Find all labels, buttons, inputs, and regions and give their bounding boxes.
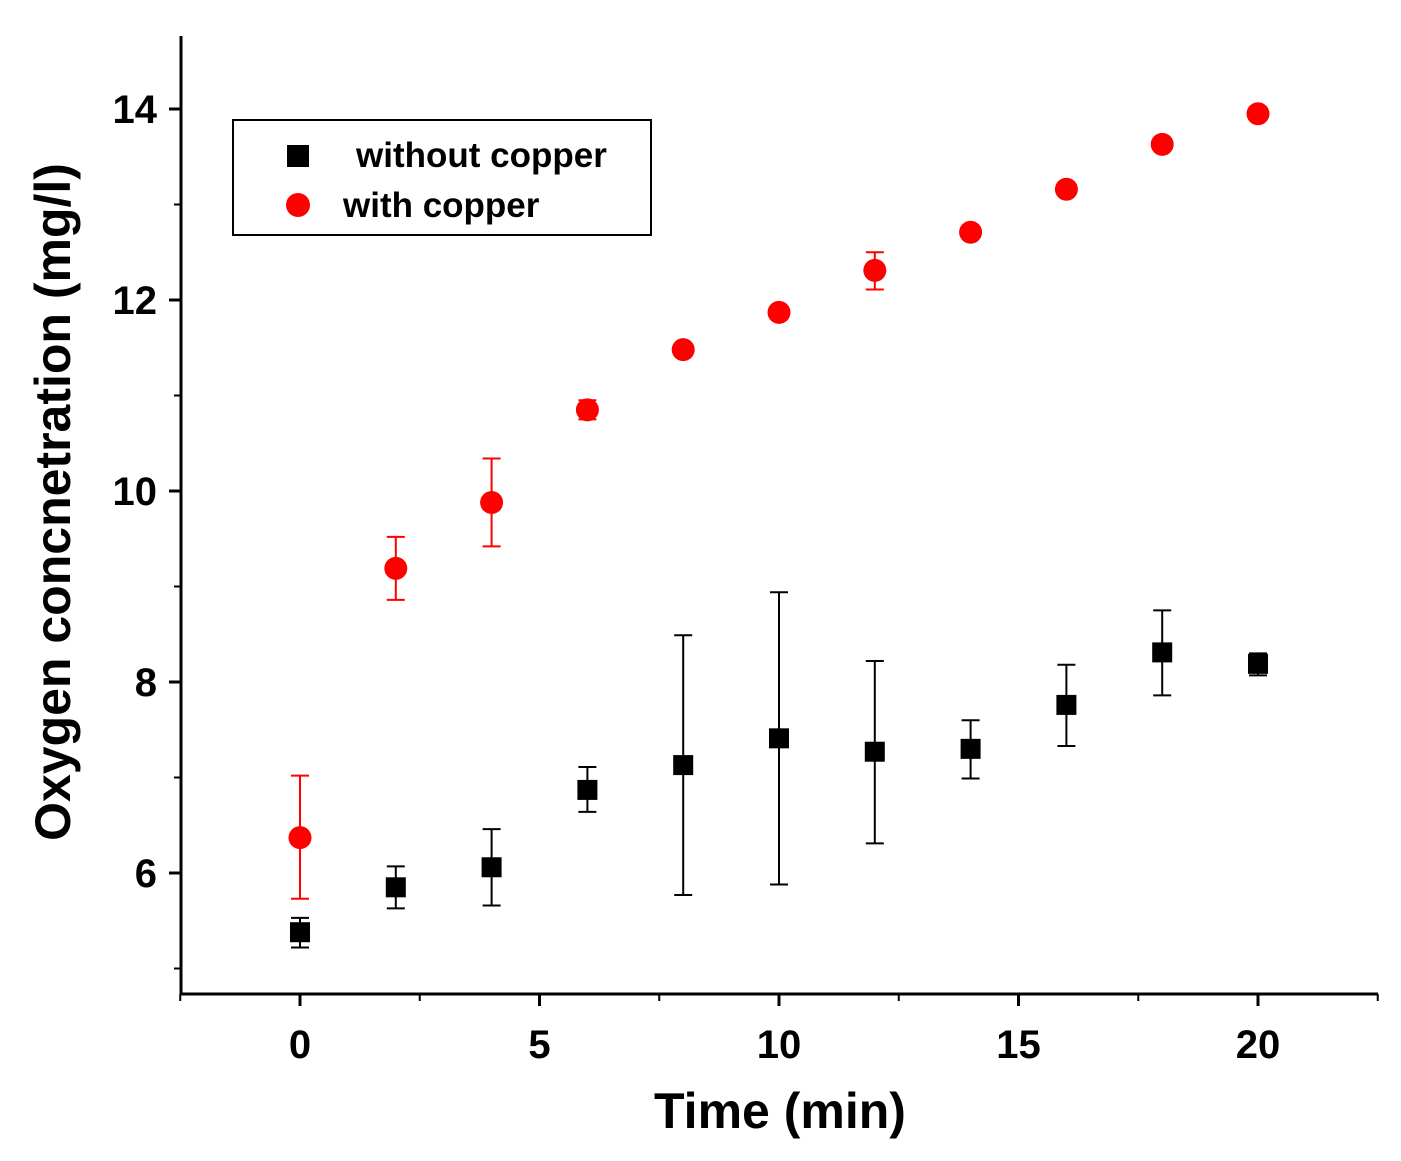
x-tick-label: 0 (289, 1023, 311, 1067)
y-tick-label: 10 (113, 470, 158, 514)
data-point-with-copper (480, 490, 504, 514)
data-point-with-copper (1246, 102, 1270, 126)
data-point-without-copper (1248, 653, 1268, 674)
x-tick-label: 15 (996, 1023, 1041, 1067)
series-with-copper (288, 102, 1270, 900)
y-tick-label: 6 (135, 852, 157, 896)
ticks-layer: 6 8 10 12 14 0 5 10 15 20 (113, 88, 1379, 1067)
data-point-without-copper (385, 877, 406, 898)
y-tick-label: 14 (113, 88, 158, 132)
data-point-with-copper (1150, 132, 1174, 156)
data-point-with-copper (575, 398, 599, 422)
data-point-without-copper (1152, 642, 1173, 663)
data-point-with-copper (671, 338, 695, 362)
data-point-without-copper (290, 922, 310, 943)
data-point-without-copper (673, 755, 694, 776)
x-tick-label: 5 (528, 1023, 550, 1067)
x-tick-label: 10 (757, 1023, 802, 1067)
legend-marker-without-copper (287, 145, 309, 167)
legend-marker-with-copper (286, 193, 310, 217)
x-tick-label: 20 (1236, 1023, 1281, 1067)
data-point-without-copper (577, 779, 598, 800)
y-tick-label: 8 (135, 661, 157, 705)
legend-label-without-copper: without copper (355, 136, 607, 175)
data-point-with-copper (1054, 177, 1078, 201)
series-without-copper (290, 591, 1268, 949)
data-point-with-copper (863, 258, 887, 282)
data-point-with-copper (959, 220, 983, 244)
data-point-without-copper (769, 728, 789, 749)
data-point-without-copper (1056, 694, 1077, 715)
data-point-without-copper (960, 738, 981, 759)
y-axis-title: Oxygen concnetration (mg/l) (25, 163, 81, 841)
data-point-with-copper (288, 826, 312, 850)
data-point-without-copper (864, 741, 885, 762)
legend: without copper with copper (232, 119, 652, 236)
data-layer (288, 102, 1270, 949)
data-point-with-copper (384, 556, 408, 580)
legend-label-with-copper: with copper (342, 186, 540, 225)
data-point-with-copper (767, 300, 791, 324)
data-point-without-copper (481, 857, 502, 878)
y-tick-label: 12 (113, 279, 158, 323)
x-axis-title: Time (min) (654, 1083, 906, 1139)
